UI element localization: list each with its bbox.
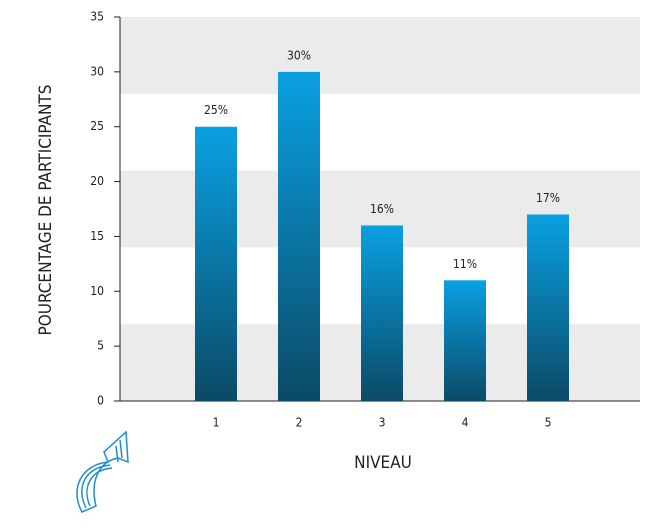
- value-label: 16%: [370, 202, 394, 216]
- x-tick-label: 3: [379, 416, 386, 430]
- value-label: 25%: [204, 103, 228, 117]
- value-label: 17%: [536, 191, 560, 205]
- x-tick-label: 4: [462, 416, 469, 430]
- x-tick-label: 2: [296, 416, 303, 430]
- y-tick-label: 10: [90, 284, 104, 298]
- arrow-icon: [76, 430, 129, 513]
- y-tick-label: 25: [90, 119, 104, 133]
- bar: [278, 71, 320, 401]
- bar: [195, 126, 237, 401]
- bar: [361, 225, 403, 401]
- y-axis-label: POURCENTAGE DE PARTICIPANTS: [36, 85, 56, 336]
- y-tick-label: 35: [90, 10, 104, 24]
- value-label: 30%: [287, 48, 311, 62]
- x-tick-label: 1: [213, 416, 220, 430]
- band: [120, 17, 640, 94]
- x-axis-label: NIVEAU: [354, 453, 412, 473]
- value-label: 11%: [453, 257, 477, 271]
- y-tick-label: 30: [90, 64, 104, 78]
- y-tick-label: 20: [90, 174, 104, 188]
- x-tick-label: 5: [545, 416, 552, 430]
- bar: [444, 280, 486, 401]
- y-tick-label: 0: [97, 394, 104, 408]
- y-tick-label: 15: [90, 229, 104, 243]
- y-tick-label: 5: [97, 339, 104, 353]
- bar: [527, 214, 569, 401]
